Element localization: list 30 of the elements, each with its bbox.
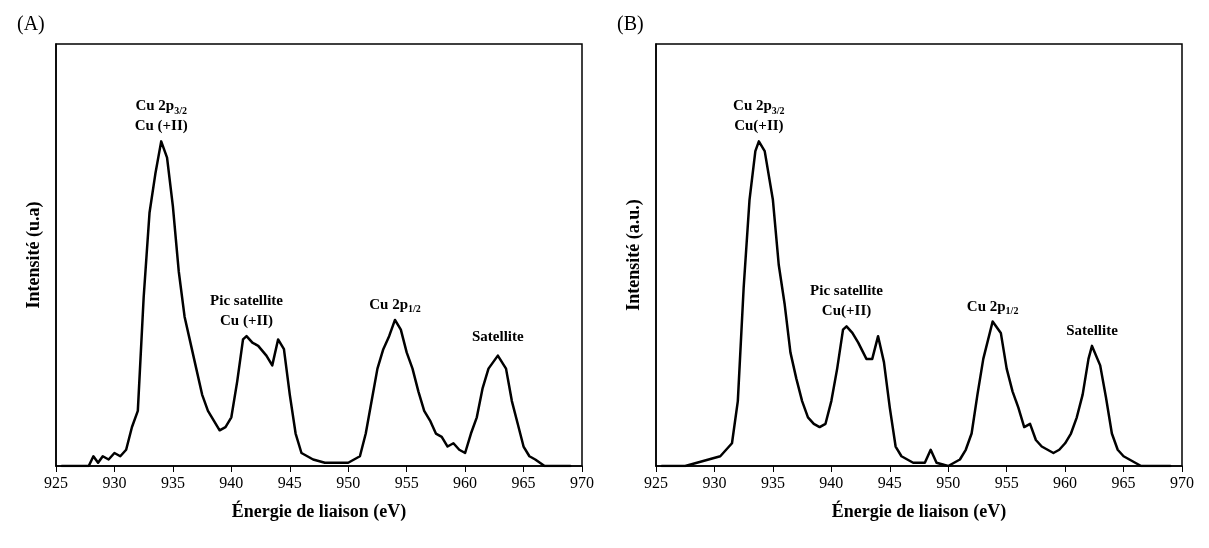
x-tick-label: 950 bbox=[336, 473, 361, 491]
x-tick-label: 935 bbox=[160, 473, 185, 491]
x-tick-label: 960 bbox=[453, 473, 478, 491]
x-tick-label: 945 bbox=[277, 473, 302, 491]
x-tick-label: 935 bbox=[760, 473, 785, 491]
x-tick-label: 960 bbox=[1053, 473, 1078, 491]
x-tick-label: 940 bbox=[219, 473, 244, 491]
x-tick-label: 930 bbox=[702, 473, 727, 491]
annotation: Satellite bbox=[1066, 321, 1119, 338]
x-tick-label: 950 bbox=[936, 473, 961, 491]
x-tick-label: 965 bbox=[1111, 473, 1136, 491]
x-tick-label: 955 bbox=[994, 473, 1019, 491]
x-tick-label: 925 bbox=[644, 473, 668, 491]
annotation: Pic satellite Cu (+II) bbox=[210, 292, 284, 330]
x-tick-label: 945 bbox=[877, 473, 902, 491]
annotation: Satellite bbox=[472, 328, 524, 345]
chart-title: (A) bbox=[17, 12, 45, 35]
y-axis-title: Intensité (a.u.) bbox=[623, 199, 644, 311]
x-tick-label: 965 bbox=[511, 473, 536, 491]
x-tick-label: 925 bbox=[44, 473, 68, 491]
chart-title: (B) bbox=[617, 12, 644, 35]
x-tick-label: 955 bbox=[394, 473, 419, 491]
x-tick-label: 940 bbox=[819, 473, 844, 491]
x-axis-title: Énergie de liaison (eV) bbox=[831, 500, 1007, 522]
annotation: Pic satellite Cu(+II) bbox=[810, 282, 884, 320]
y-axis-title: Intensité (u.a) bbox=[23, 201, 44, 309]
x-tick-label: 930 bbox=[102, 473, 127, 491]
x-tick-label: 970 bbox=[570, 473, 594, 491]
x-tick-label: 970 bbox=[1170, 473, 1194, 491]
x-axis-title: Énergie de liaison (eV) bbox=[231, 500, 407, 522]
